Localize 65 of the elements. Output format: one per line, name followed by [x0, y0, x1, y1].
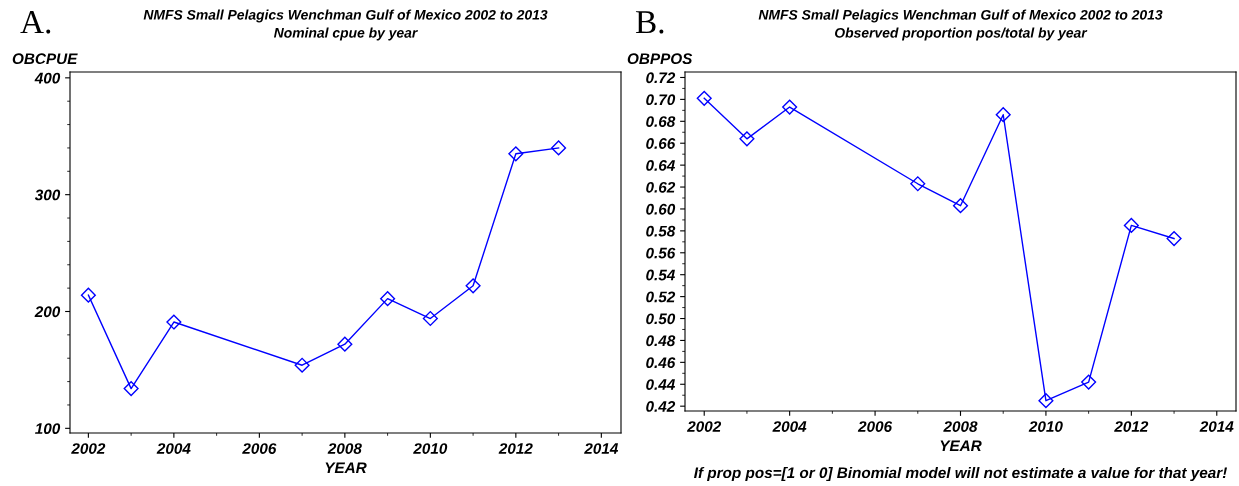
x-tick-label: 2010 [1028, 421, 1063, 432]
y-tick-label: 0.48 [646, 335, 676, 347]
y-tick-label: 400 [34, 72, 61, 84]
point [508, 146, 524, 162]
point [696, 90, 712, 106]
x-axis-title: YEAR [325, 462, 367, 473]
chart-subtitle: Nominal cpue by year [273, 27, 418, 41]
y-tick-label: 0.60 [646, 203, 676, 215]
point [422, 310, 438, 327]
point [294, 357, 310, 373]
text: If prop pos=[1 or 0] Binomial model will not estimate a value for that year! [694, 466, 1228, 482]
x-tick-label: 2008 [943, 421, 978, 432]
x-tick-label: 2004 [156, 443, 191, 454]
x-tick-label: 2014 [1199, 421, 1234, 432]
point [380, 291, 396, 307]
point [910, 176, 926, 192]
x-tick-label: 2010 [413, 443, 448, 454]
y-tick-label: 0.56 [646, 247, 676, 259]
y-tick-label: 300 [34, 189, 61, 201]
x-axis-title: YEAR [940, 440, 982, 451]
y-axis-title: OBPPOS [627, 53, 693, 65]
y-tick-label: 200 [34, 306, 61, 318]
point [1038, 393, 1054, 409]
x-tick-label: 2004 [772, 421, 807, 432]
x-tick-label: 2006 [242, 443, 277, 454]
point [995, 107, 1011, 123]
x-tick-label: 2012 [498, 443, 533, 454]
text: B. [635, 11, 664, 34]
x-tick-label: 2012 [1114, 421, 1149, 432]
x-tick-label: 2002 [686, 421, 722, 432]
y-tick-label: 0.72 [646, 72, 676, 84]
y-tick-label: 0.46 [646, 357, 676, 369]
text: A. [20, 11, 51, 34]
x-tick-label: 2002 [71, 443, 106, 454]
x-tick-label: 2008 [327, 443, 362, 454]
point [337, 336, 353, 352]
point [782, 99, 798, 115]
y-axis-title: OBCPUE [12, 53, 78, 65]
point [551, 140, 567, 156]
y-tick-label: 100 [35, 423, 61, 435]
y-tick-label: 0.58 [646, 225, 676, 237]
point [739, 131, 755, 147]
point [1123, 217, 1139, 233]
x-tick-label: 2006 [857, 421, 893, 432]
y-tick-label: 0.54 [646, 269, 676, 281]
x-tick-label: 2014 [584, 443, 619, 454]
y-tick-label: 0.64 [646, 160, 676, 171]
point [80, 287, 96, 303]
point [123, 381, 139, 397]
point [465, 278, 481, 294]
y-tick-label: 0.52 [646, 291, 676, 303]
y-tick-label: 0.68 [646, 116, 676, 127]
y-tick-label: 0.44 [646, 379, 676, 390]
chart-subtitle: Observed proportion pos/total by year [835, 27, 1088, 41]
point [952, 198, 969, 214]
y-tick-label: 0.66 [646, 138, 676, 149]
point [1081, 374, 1097, 390]
point [166, 314, 182, 330]
y-tick-label: 0.50 [646, 313, 676, 325]
chart-title: NMFS Small Pelagics Wenchman Gulf of Mexico 2002 to 2013 [758, 9, 1163, 23]
point [1166, 230, 1182, 247]
y-tick-label: 0.70 [646, 94, 676, 106]
y-tick-label: 0.62 [646, 181, 676, 193]
y-tick-label: 0.42 [646, 401, 676, 412]
chart-title: NMFS Small Pelagics Wenchman Gulf of Mexico 2002 to 2013 [143, 9, 548, 23]
